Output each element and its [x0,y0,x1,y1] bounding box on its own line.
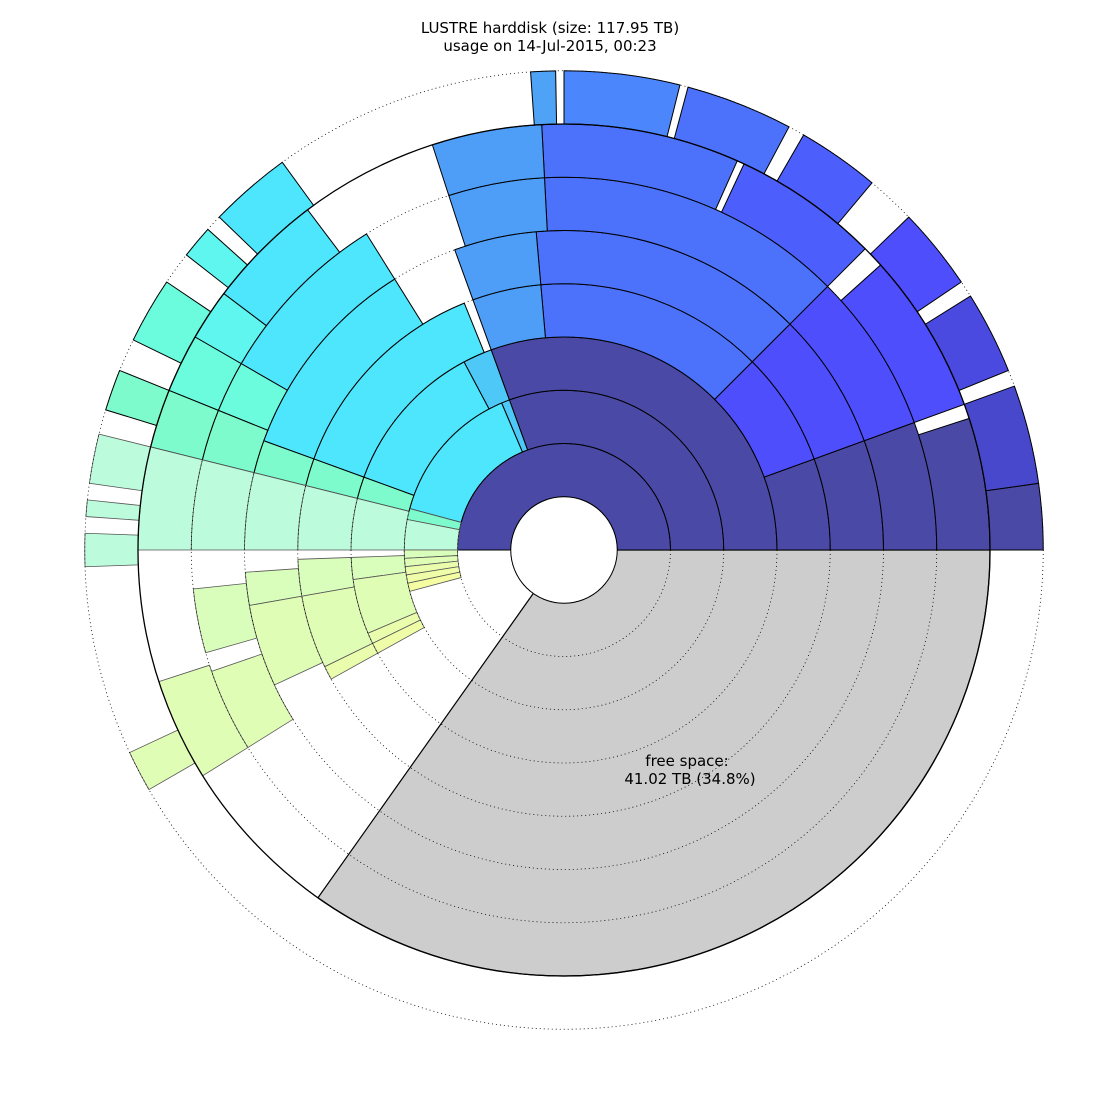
grid-circle [457,443,671,657]
free-space-value: 41.02 TB (34.8%) [624,770,755,788]
grid-circle [350,336,778,764]
sunburst-segment [88,433,152,492]
chart-title: LUSTRE harddisk (size: 117.95 TB) [421,19,679,37]
grid-circle [84,70,1044,1030]
grid-circle [244,230,884,870]
grid-circle [403,389,725,711]
sunburst-segment [985,482,1044,551]
chart-subtitle: usage on 14-Jul-2015, 00:23 [443,37,656,55]
plot-area [84,70,1044,1030]
sunburst-segment [244,472,307,551]
grid-circle [297,283,831,817]
sunburst-segment [85,499,141,521]
sunburst-segment [192,582,258,654]
chart-outer-border [137,123,991,977]
chart-center-hole [510,496,618,604]
sunburst-segment [530,70,558,126]
sunburst-segment [324,642,379,680]
sunburst-segment [84,532,139,568]
grid-circle [190,176,938,924]
free-space-label: free space: [645,752,728,770]
